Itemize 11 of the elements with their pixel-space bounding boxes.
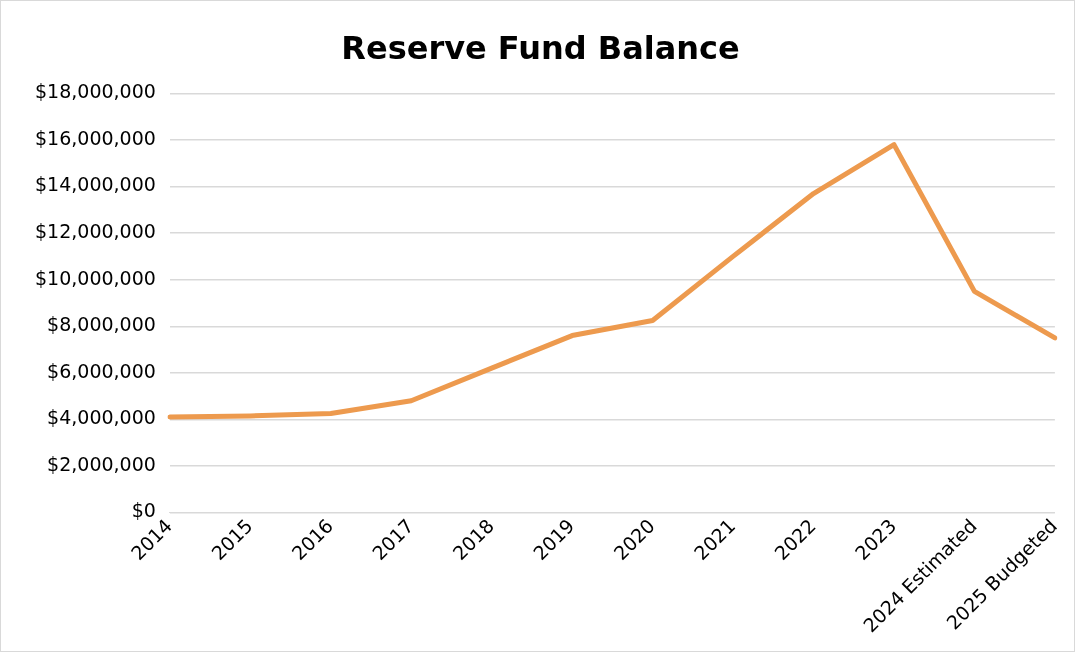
y-tick-label: $8,000,000 bbox=[47, 313, 156, 336]
y-tick-label: $16,000,000 bbox=[35, 126, 156, 149]
y-tick-label: $0 bbox=[131, 499, 156, 522]
y-tick-label: $14,000,000 bbox=[35, 173, 156, 196]
y-tick-label: $2,000,000 bbox=[47, 452, 156, 475]
chart-title: Reserve Fund Balance bbox=[341, 28, 740, 67]
y-tick-label: $18,000,000 bbox=[35, 80, 156, 103]
y-tick-label: $10,000,000 bbox=[35, 266, 156, 289]
y-tick-label: $12,000,000 bbox=[35, 220, 156, 243]
y-tick-label: $4,000,000 bbox=[47, 406, 156, 429]
y-tick-label: $6,000,000 bbox=[47, 359, 156, 382]
